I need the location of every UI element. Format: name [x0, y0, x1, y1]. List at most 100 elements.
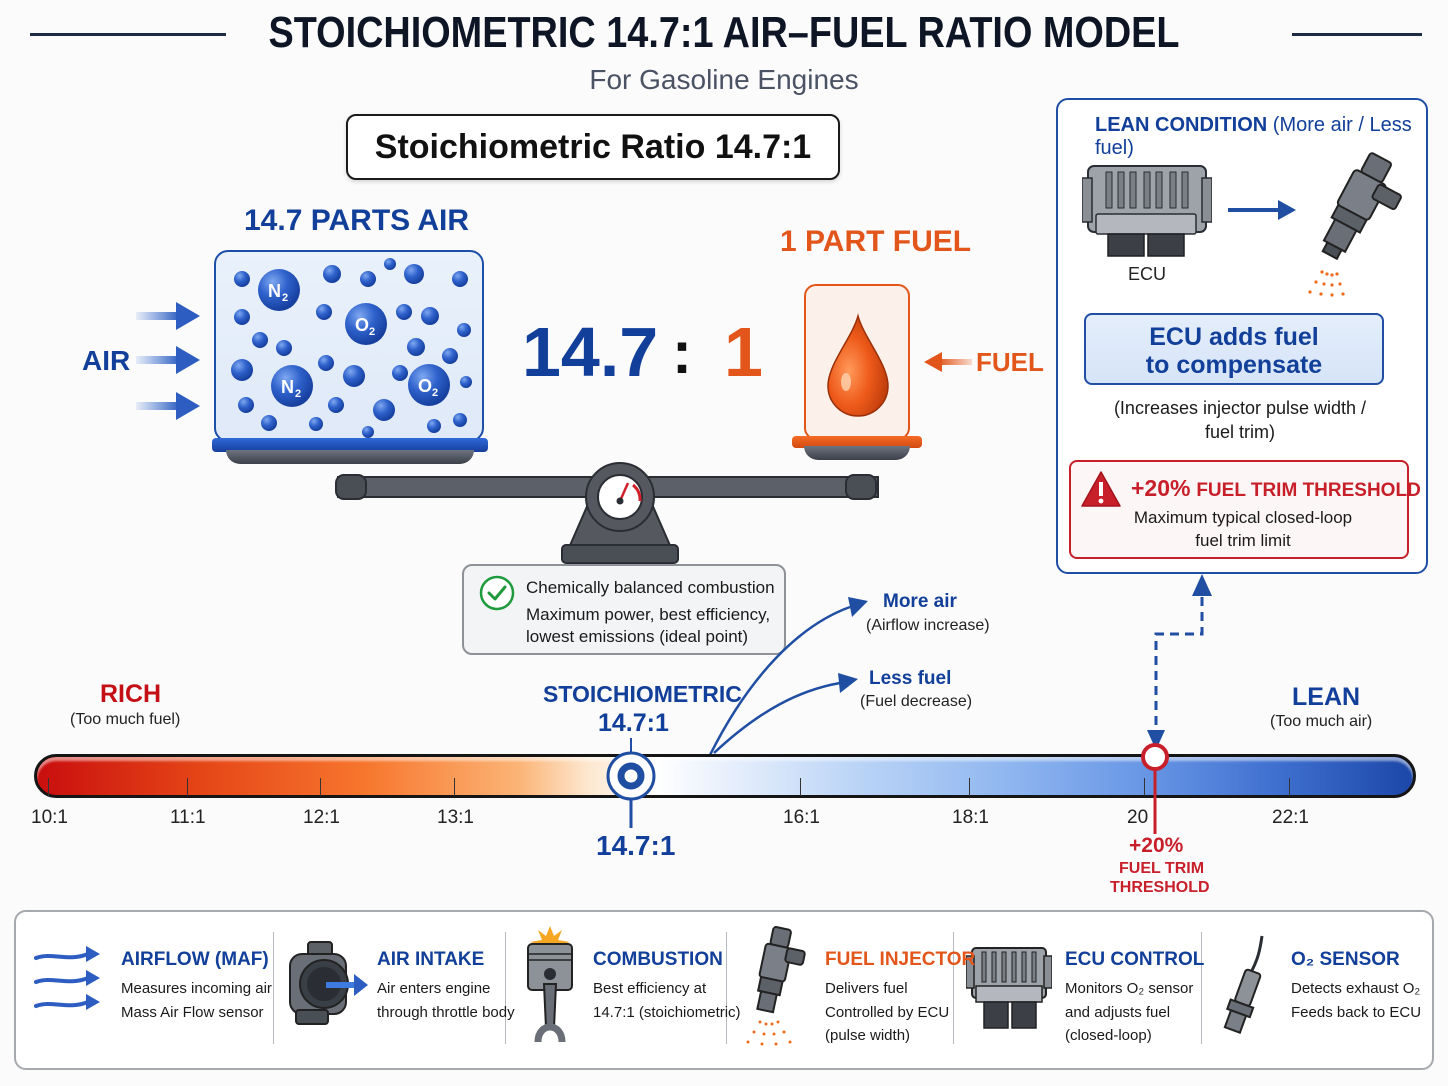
legend-o2-line2: Feeds back to ECU: [1291, 1004, 1422, 1021]
ecu-adds-line1: ECU adds fuel: [1149, 323, 1319, 351]
balanced-note-line3: lowest emissions (ideal point): [526, 627, 749, 646]
checkmark-icon: [479, 575, 515, 611]
ecu-caption: ECU: [1128, 264, 1167, 284]
legend-ecu-line2: and adjusts fuel: [1065, 1004, 1171, 1021]
air-parts-heading: 14.7 PARTS AIR: [244, 204, 470, 237]
legend-divider: [1201, 932, 1202, 1044]
balance-scale-icon: [335, 462, 879, 564]
tick-16: [800, 778, 801, 796]
legend-divider: [273, 932, 274, 1044]
legend-title-text: COMBUSTION: [593, 949, 723, 970]
title-rule-left: [30, 33, 226, 36]
svg-text:2: 2: [282, 292, 288, 304]
warning-icon: [1081, 471, 1121, 507]
legend-title-combustion: COMBUSTION: [593, 949, 723, 971]
fuel-trim-threshold-title: +20% FUEL TRIM THRESHOLD: [1131, 475, 1421, 502]
tick-22: [1289, 778, 1290, 796]
stoichiometric-marker-icon: [606, 738, 656, 828]
legend-title-text: FUEL INJECTOR: [825, 949, 976, 970]
balanced-note-line1: Chemically balanced combustion: [526, 578, 775, 597]
svg-text:2: 2: [295, 388, 301, 400]
component-legend: [14, 910, 1434, 1070]
fuel-pan: [792, 436, 922, 448]
page-title: STOICHIOMETRIC 14.7:1 AIR–FUEL RATIO MOD…: [268, 8, 1180, 57]
threshold-desc-line1: Maximum typical closed-loop: [1133, 508, 1353, 527]
legend-title-fuel-injector: FUEL INJECTOR: [825, 949, 975, 971]
tick-label-22: 22:1: [1272, 807, 1309, 828]
svg-text:O: O: [418, 376, 432, 396]
tick-label-20: 20: [1127, 807, 1149, 828]
stoichiometric-label: STOICHIOMETRIC: [543, 681, 742, 707]
legend-o2-line1: Detects exhaust O₂: [1291, 980, 1421, 997]
tick-label-16: 16:1: [783, 807, 820, 828]
tick-13: [454, 778, 455, 796]
legend-airflow-line1: Measures incoming air: [121, 980, 272, 997]
title-rule-right: [1292, 33, 1422, 36]
air-fuel-ratio-gradient-bar: [34, 754, 1416, 798]
threshold-scale-pct: +20%: [1129, 834, 1184, 857]
injector-detail-line1: (Increases injector pulse width /: [1113, 398, 1367, 418]
threshold-title-text: FUEL TRIM THRESHOLD: [1196, 480, 1421, 501]
legend-injector-line2: Controlled by ECU: [825, 1004, 950, 1021]
legend-title-text: O₂ SENSOR: [1291, 949, 1400, 970]
lean-panel-title: LEAN CONDITION (More air / Less fuel): [1095, 114, 1448, 160]
fuel-pan-base: [804, 446, 910, 460]
fuel-drop-icon: [827, 313, 889, 417]
legend-ecu-line3: (closed-loop): [1065, 1027, 1152, 1044]
fuel-container: [804, 284, 910, 440]
lean-title-normal: (More air / Less fuel): [1095, 114, 1412, 159]
threshold-pct: +20%: [1131, 475, 1191, 501]
legend-injector-line3: (pulse width): [825, 1027, 911, 1044]
threshold-connector-arrow-icon: [1147, 574, 1212, 750]
fuel-parts-heading: 1 PART FUEL: [780, 225, 972, 258]
tick-11: [187, 778, 188, 796]
svg-text:N: N: [268, 281, 281, 301]
balanced-combustion-note: Chemically balanced combustion Maximum p…: [462, 564, 786, 655]
stoichiometric-value-bottom: 14.7:1: [596, 830, 676, 861]
tick-10: [48, 778, 49, 796]
legend-title-o2-sensor: O₂ SENSOR: [1291, 949, 1400, 971]
legend-divider: [726, 932, 727, 1044]
tick-12: [320, 778, 321, 796]
ecu-adds-fuel-box: ECU adds fuel to compensate: [1084, 313, 1384, 385]
air-inflow-arrows-icon: [136, 302, 200, 420]
lean-sub-label: (Too much air): [1270, 713, 1373, 730]
tick-label-13: 13:1: [437, 807, 474, 828]
rich-sub-label: (Too much fuel): [70, 711, 181, 728]
tick-label-18: 18:1: [952, 807, 989, 828]
legend-intake-line1: Air enters engine: [377, 980, 491, 997]
air-pan: [212, 438, 488, 452]
lean-direction-arrows-icon: [708, 597, 868, 756]
threshold-desc-line2: fuel trim limit: [1195, 531, 1291, 550]
legend-title-text: AIR INTAKE: [377, 949, 485, 970]
legend-divider: [505, 932, 506, 1044]
svg-text:2: 2: [432, 387, 438, 399]
legend-title-airflow: AIRFLOW (MAF): [121, 949, 269, 971]
legend-injector-line1: Delivers fuel: [825, 980, 908, 997]
threshold-scale-line1: FUEL TRIM: [1119, 860, 1205, 877]
less-fuel-label: Less fuel: [869, 668, 952, 689]
legend-title-ecu-control: ECU CONTROL: [1065, 949, 1204, 971]
stoichiometric-ratio-box: Stoichiometric Ratio 14.7:1: [346, 114, 840, 180]
more-air-label: More air: [883, 591, 957, 612]
ecu-adds-line2: to compensate: [1145, 351, 1323, 379]
air-pan-base: [226, 450, 474, 464]
less-fuel-sub-label: (Fuel decrease): [860, 693, 973, 710]
legend-combustion-line2: 14.7:1 (stoichiometric): [593, 1004, 741, 1021]
threshold-scale-line2: THRESHOLD: [1110, 879, 1210, 896]
legend-title-text: ECU CONTROL: [1065, 949, 1205, 970]
throttle-body-icon: [289, 941, 368, 1025]
tick-18: [969, 778, 970, 796]
balanced-note-line2: Maximum power, best efficiency,: [526, 605, 771, 624]
fuel-trim-threshold-box: [1069, 460, 1409, 559]
stoichiometric-value-top: 14.7:1: [598, 709, 669, 737]
fuel-injector-icon: [746, 926, 806, 1046]
tick-label-10: 10:1: [31, 807, 68, 828]
tick-label-11: 11:1: [170, 807, 206, 828]
lean-label: LEAN: [1292, 683, 1361, 711]
legend-title-text: AIRFLOW (MAF): [121, 949, 269, 970]
legend-airflow-line2: Mass Air Flow sensor: [121, 1004, 264, 1021]
fuel-inflow-arrow-icon: [924, 352, 972, 372]
